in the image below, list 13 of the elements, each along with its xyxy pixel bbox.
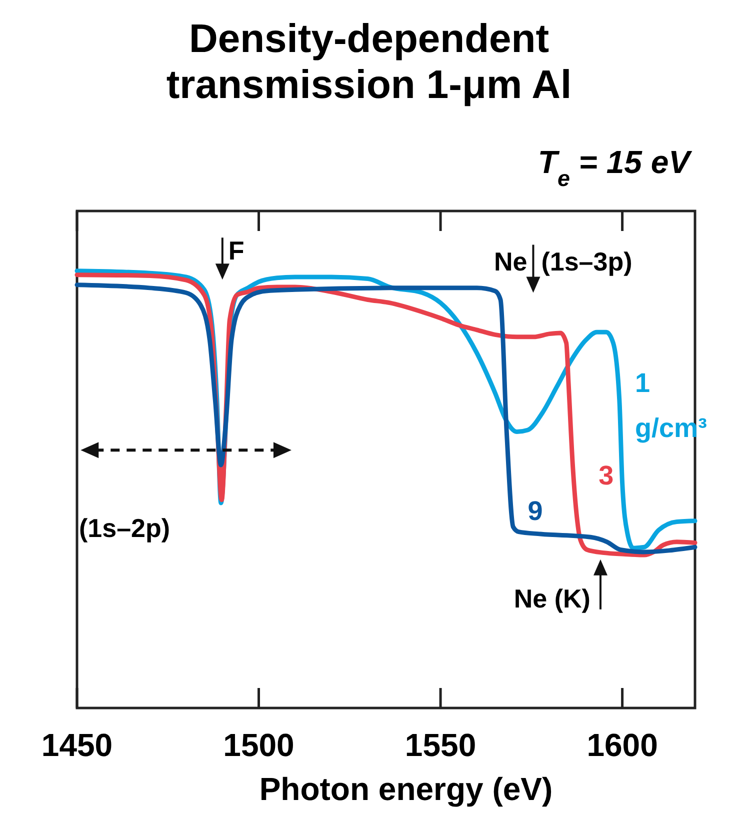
series-label: 3 <box>598 460 614 491</box>
series-label: 9 <box>528 496 543 526</box>
x-axis-title: Photon energy (eV) <box>259 771 553 807</box>
x-tick-label: 1500 <box>223 727 294 763</box>
text: F <box>228 236 244 266</box>
chart-subtitle: T$_{e}$ = 15 eV <box>538 144 693 190</box>
annotation: Ne (K) <box>514 583 590 614</box>
x-tick-label: 1450 <box>41 727 113 763</box>
annotation: (1s–2p) <box>79 513 170 544</box>
x-tick-label: 1600 <box>586 727 658 763</box>
x-tick-label: 1550 <box>404 727 476 763</box>
chart-title: Density-dependent transmission 1-μm Al <box>166 17 572 107</box>
annotation: Ne (1s–3p) <box>494 246 632 277</box>
